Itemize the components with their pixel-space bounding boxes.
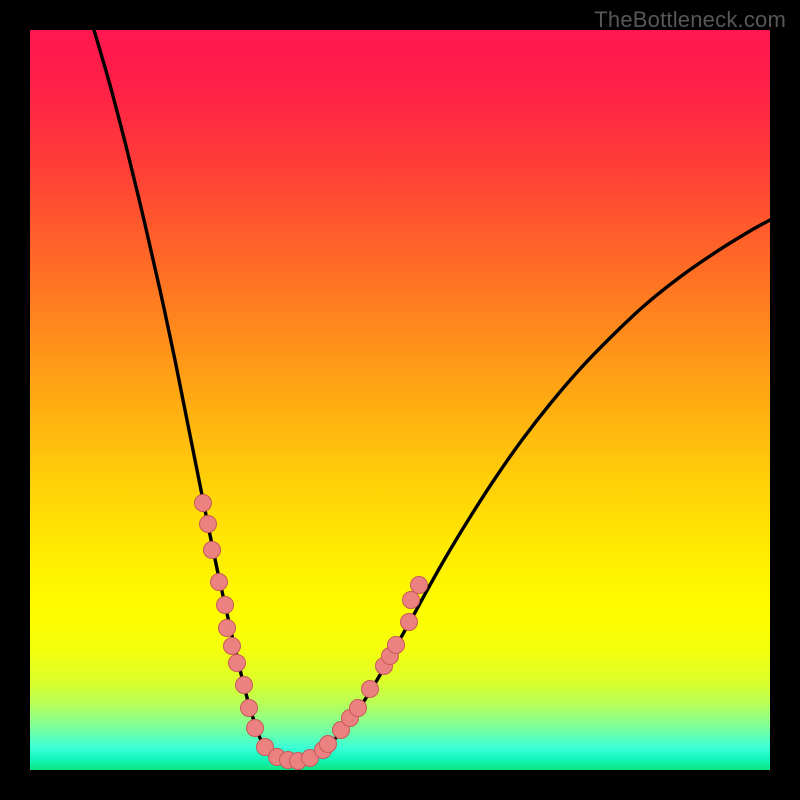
data-marker (401, 614, 418, 631)
plot-svg (30, 30, 770, 770)
data-marker (224, 638, 241, 655)
data-marker (195, 495, 212, 512)
data-marker (211, 574, 228, 591)
data-marker (403, 592, 420, 609)
data-marker (362, 681, 379, 698)
data-marker (388, 637, 405, 654)
data-marker (247, 720, 264, 737)
plot-area (30, 30, 770, 770)
watermark-text: TheBottleneck.com (594, 7, 786, 33)
data-marker (217, 597, 234, 614)
data-marker (219, 620, 236, 637)
data-marker (350, 700, 367, 717)
data-marker (236, 677, 253, 694)
data-marker (320, 736, 337, 753)
data-marker (411, 577, 428, 594)
data-marker (204, 542, 221, 559)
data-marker (241, 700, 258, 717)
gradient-background (30, 30, 770, 770)
data-marker (229, 655, 246, 672)
data-marker (200, 516, 217, 533)
